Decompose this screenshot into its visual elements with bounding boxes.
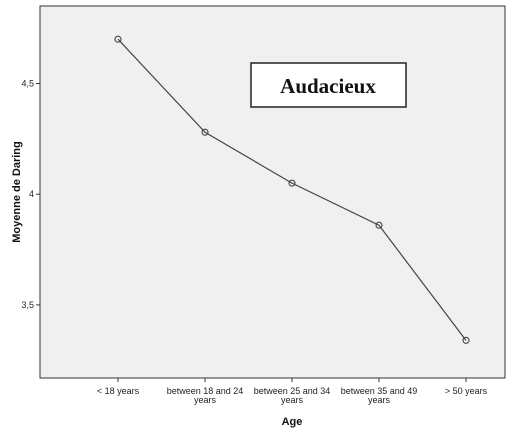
data-point bbox=[462, 336, 470, 344]
data-point bbox=[114, 35, 122, 43]
data-point bbox=[288, 179, 296, 187]
x-tick-label: between 35 and 49 years bbox=[341, 386, 418, 405]
annotation-box: Audacieux bbox=[250, 62, 407, 108]
x-tick-label: between 18 and 24 years bbox=[167, 386, 244, 405]
x-tick-label: > 50 years bbox=[445, 386, 488, 396]
y-tick-label: 4 bbox=[29, 189, 34, 199]
y-axis-title: Moyenne de Daring bbox=[11, 141, 23, 242]
y-axis-ticks: 3,5 4 4,5 bbox=[21, 79, 40, 310]
x-axis-ticks: < 18 years between 18 and 24 years between … bbox=[97, 378, 488, 405]
y-tick-label: 3,5 bbox=[21, 300, 34, 310]
x-axis-title: Age bbox=[282, 416, 303, 428]
x-tick-label: < 18 years bbox=[97, 386, 140, 396]
data-point bbox=[375, 221, 383, 229]
plot-area bbox=[39, 5, 506, 379]
annotation-label: Audacieux bbox=[280, 74, 376, 98]
series-line bbox=[117, 38, 467, 341]
y-tick-label: 4,5 bbox=[21, 79, 34, 89]
data-point bbox=[201, 128, 209, 136]
annotation-frame bbox=[250, 62, 407, 108]
x-tick-label: between 25 and 34 years bbox=[254, 386, 331, 405]
data-points bbox=[114, 35, 470, 344]
